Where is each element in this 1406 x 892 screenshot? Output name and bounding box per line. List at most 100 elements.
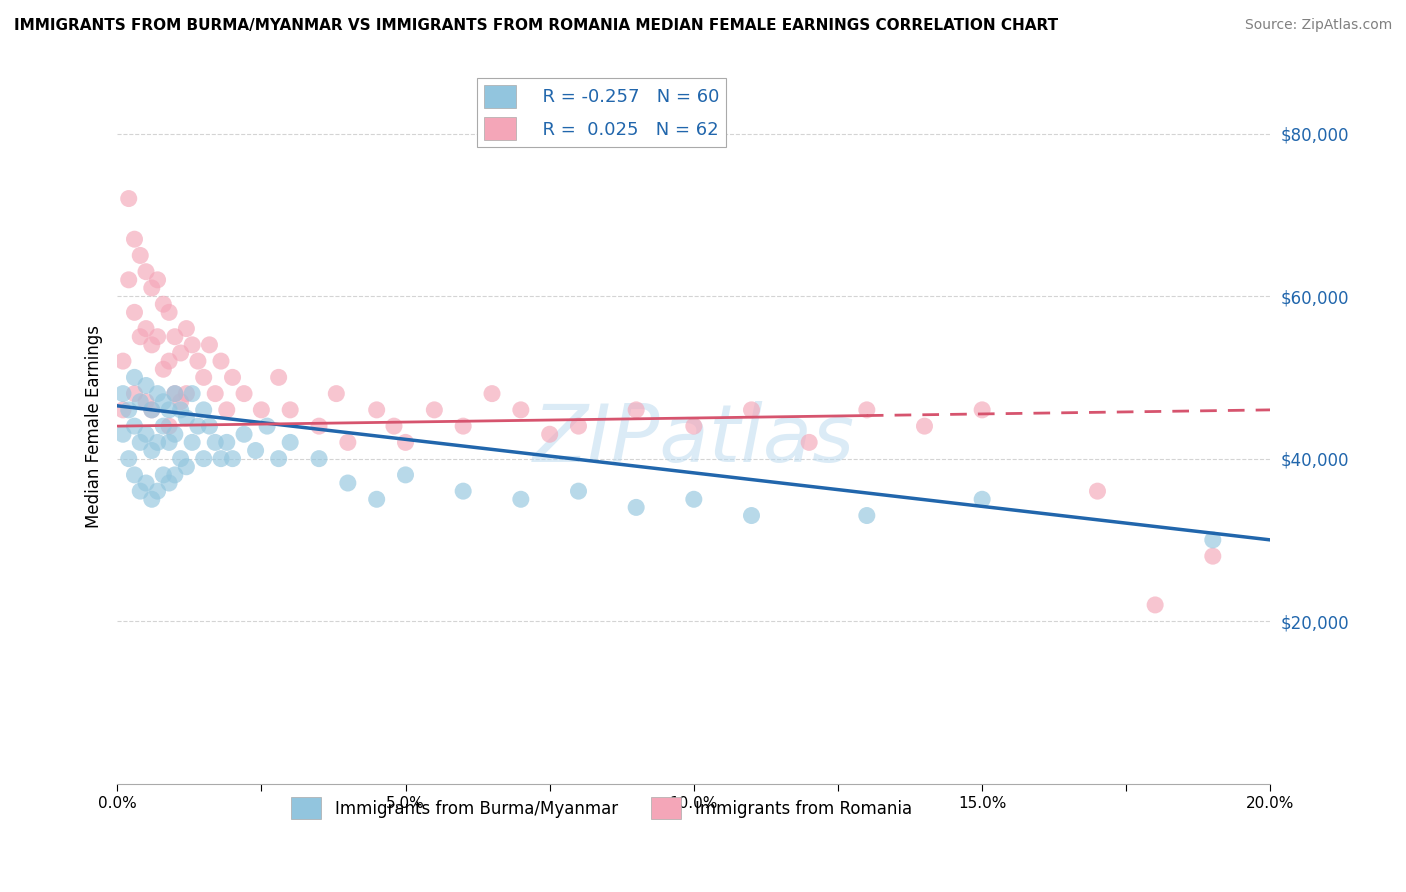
- Point: [394, 467, 416, 482]
- Point: [799, 435, 821, 450]
- Point: [135, 321, 157, 335]
- Point: [308, 419, 330, 434]
- Point: [129, 329, 152, 343]
- Point: [308, 451, 330, 466]
- Point: [176, 321, 198, 335]
- Point: [233, 386, 256, 401]
- Point: [972, 402, 994, 417]
- Point: [141, 492, 163, 507]
- Point: [193, 451, 215, 466]
- Point: [124, 370, 146, 384]
- Point: [336, 476, 359, 491]
- Point: [141, 281, 163, 295]
- Point: [278, 435, 301, 450]
- Point: [856, 402, 879, 417]
- Point: [146, 386, 169, 401]
- Point: [538, 427, 561, 442]
- Point: [481, 386, 503, 401]
- Point: [169, 346, 191, 360]
- Point: [250, 402, 273, 417]
- Point: [193, 370, 215, 384]
- Point: [740, 508, 762, 523]
- Point: [141, 443, 163, 458]
- Point: [157, 402, 180, 417]
- Point: [204, 435, 226, 450]
- Point: [135, 378, 157, 392]
- Point: [1202, 549, 1225, 564]
- Point: [152, 394, 174, 409]
- Point: [146, 435, 169, 450]
- Point: [394, 435, 416, 450]
- Point: [163, 467, 186, 482]
- Point: [129, 248, 152, 262]
- Point: [233, 427, 256, 442]
- Text: IMMIGRANTS FROM BURMA/MYANMAR VS IMMIGRANTS FROM ROMANIA MEDIAN FEMALE EARNINGS : IMMIGRANTS FROM BURMA/MYANMAR VS IMMIGRA…: [14, 18, 1059, 33]
- Point: [198, 338, 221, 352]
- Point: [187, 419, 209, 434]
- Point: [141, 402, 163, 417]
- Point: [169, 402, 191, 417]
- Point: [169, 394, 191, 409]
- Point: [157, 419, 180, 434]
- Point: [682, 419, 704, 434]
- Point: [152, 467, 174, 482]
- Point: [256, 419, 278, 434]
- Point: [124, 467, 146, 482]
- Point: [152, 362, 174, 376]
- Point: [509, 402, 531, 417]
- Point: [567, 484, 589, 499]
- Point: [124, 386, 146, 401]
- Point: [624, 402, 647, 417]
- Point: [423, 402, 446, 417]
- Point: [118, 273, 141, 287]
- Point: [124, 305, 146, 319]
- Point: [176, 411, 198, 425]
- Point: [152, 419, 174, 434]
- Point: [914, 419, 936, 434]
- Point: [221, 370, 243, 384]
- Point: [118, 451, 141, 466]
- Point: [221, 451, 243, 466]
- Point: [157, 305, 180, 319]
- Point: [245, 443, 267, 458]
- Point: [176, 386, 198, 401]
- Point: [118, 402, 141, 417]
- Point: [124, 419, 146, 434]
- Point: [198, 419, 221, 434]
- Point: [509, 492, 531, 507]
- Point: [141, 402, 163, 417]
- Point: [135, 394, 157, 409]
- Point: [169, 451, 191, 466]
- Point: [624, 500, 647, 515]
- Point: [278, 402, 301, 417]
- Point: [135, 427, 157, 442]
- Point: [204, 386, 226, 401]
- Y-axis label: Median Female Earnings: Median Female Earnings: [86, 325, 103, 528]
- Point: [163, 329, 186, 343]
- Point: [267, 370, 290, 384]
- Text: Source: ZipAtlas.com: Source: ZipAtlas.com: [1244, 18, 1392, 32]
- Point: [187, 354, 209, 368]
- Point: [193, 402, 215, 417]
- Point: [129, 394, 152, 409]
- Point: [129, 435, 152, 450]
- Point: [451, 419, 474, 434]
- Point: [682, 492, 704, 507]
- Point: [118, 192, 141, 206]
- Point: [1202, 533, 1225, 547]
- Point: [152, 297, 174, 311]
- Point: [366, 402, 388, 417]
- Legend: Immigrants from Burma/Myanmar, Immigrants from Romania: Immigrants from Burma/Myanmar, Immigrant…: [285, 790, 918, 825]
- Point: [111, 427, 134, 442]
- Point: [157, 476, 180, 491]
- Text: ZIPatlas: ZIPatlas: [533, 401, 855, 479]
- Point: [451, 484, 474, 499]
- Point: [157, 354, 180, 368]
- Point: [1144, 598, 1167, 612]
- Point: [163, 386, 186, 401]
- Point: [163, 386, 186, 401]
- Point: [1087, 484, 1109, 499]
- Point: [135, 476, 157, 491]
- Point: [124, 232, 146, 246]
- Point: [972, 492, 994, 507]
